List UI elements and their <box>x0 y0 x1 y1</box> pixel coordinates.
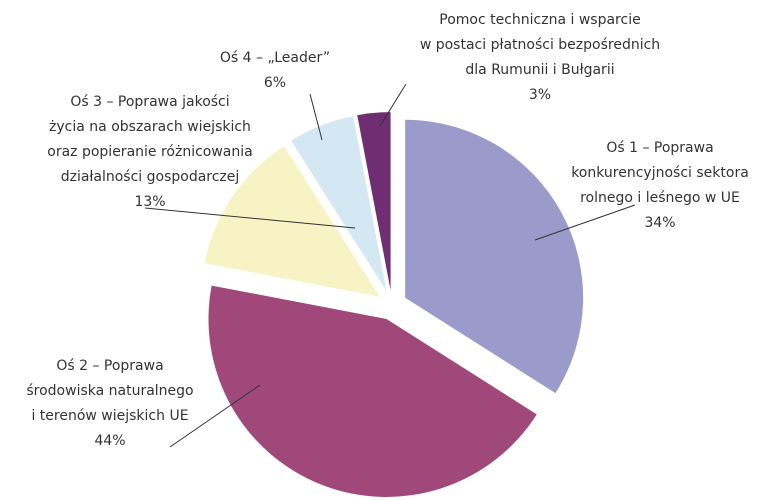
label-line: Oś 3 – Poprawa jakości <box>70 94 229 110</box>
label-line: dla Rumunii i Bułgarii <box>465 62 614 78</box>
label-line: Oś 1 – Poprawa <box>606 140 713 156</box>
label-line: środowiska naturalnego <box>26 383 193 399</box>
leader-line <box>144 207 356 229</box>
label-line: życia na obszarach wiejskich <box>49 119 251 135</box>
label-line: oraz popieranie różnicowania <box>47 144 252 160</box>
label-line: rolnego i leśnego w UE <box>580 190 740 206</box>
label-line: Oś 4 – „Leader” <box>220 50 330 66</box>
label-line: Pomoc techniczna i wsparcie <box>439 12 640 28</box>
pie-slice <box>405 119 584 394</box>
label-line: Oś 2 – Poprawa <box>56 358 163 374</box>
pie-slice <box>357 112 391 291</box>
leader-line <box>534 204 636 241</box>
pie-slice <box>291 116 387 292</box>
label-line: w postaci płatności bezpośrednich <box>420 37 660 53</box>
pie-slice <box>204 146 380 297</box>
label-line: działalności gospodarczej <box>61 169 240 185</box>
value-label: 34% <box>644 215 675 231</box>
label-line: konkurencyjności sektora <box>571 165 749 181</box>
leader-line <box>169 384 261 448</box>
label-line: i terenów wiejskich UE <box>31 408 188 424</box>
slice-label: Oś 1 – Poprawa konkurencyjności sektora ro… <box>571 140 749 231</box>
slice-label: Oś 3 – Poprawa jakości życia na obszarach… <box>47 94 252 210</box>
slice-label: Pomoc techniczna i wsparcie w postaci pła… <box>420 12 660 103</box>
slice-label: Oś 4 – „Leader” 6% <box>220 50 330 91</box>
leader-line <box>309 93 323 141</box>
value-label: 13% <box>134 194 165 210</box>
pie-slice <box>208 285 537 497</box>
value-label: 3% <box>529 87 551 103</box>
value-label: 44% <box>94 433 125 449</box>
leader-line <box>379 83 407 127</box>
value-label: 6% <box>264 75 286 91</box>
slice-label: Oś 2 – Poprawa środowiska naturalnego i te… <box>26 358 193 449</box>
